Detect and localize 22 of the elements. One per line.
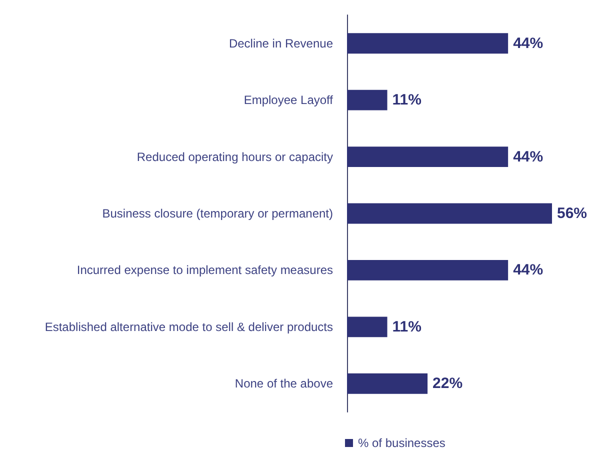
- data-label: 56%: [557, 205, 588, 222]
- bar: [347, 90, 388, 110]
- data-label: 44%: [513, 34, 544, 52]
- bar: [347, 260, 508, 280]
- y-tick-label: Reduced operating hours or capacity: [136, 150, 333, 164]
- bar: [347, 33, 508, 54]
- bar: [347, 146, 508, 167]
- bar: [347, 316, 388, 338]
- y-tick-label: Decline in Revenue: [228, 36, 334, 50]
- data-label: 44%: [513, 262, 544, 279]
- bar: [347, 203, 552, 224]
- y-tick-label: Business closure (temporary or permanent): [102, 206, 333, 220]
- data-label: 11%: [392, 318, 422, 336]
- data-label: 11%: [392, 92, 422, 109]
- y-tick-label: None of the above: [234, 376, 334, 391]
- bar: [347, 373, 428, 394]
- y-tick-label: Established alternative mode to sell & deliver products: [44, 320, 333, 334]
- data-label: 22%: [432, 375, 463, 392]
- y-tick-label: Employee Layoff: [244, 93, 334, 108]
- y-tick-label: Incurred expense to implement safety measures: [76, 263, 333, 278]
- legend-label: % of businesses: [358, 436, 446, 450]
- data-label: 44%: [513, 148, 544, 166]
